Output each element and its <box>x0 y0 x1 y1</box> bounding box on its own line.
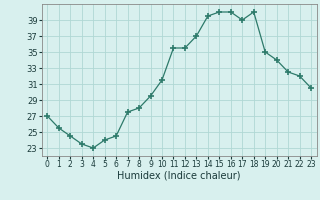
X-axis label: Humidex (Indice chaleur): Humidex (Indice chaleur) <box>117 171 241 181</box>
